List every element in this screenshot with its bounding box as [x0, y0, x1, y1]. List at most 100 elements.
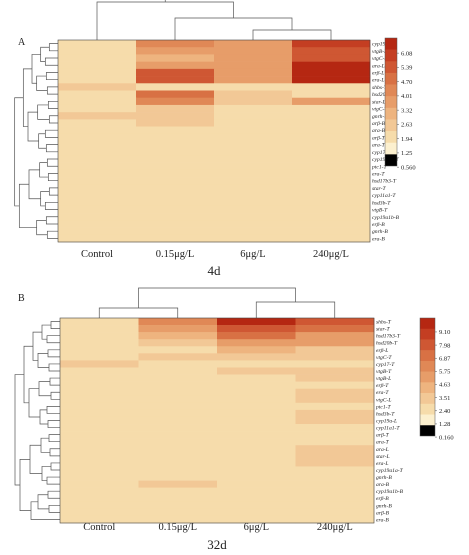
heatmap-cell — [217, 431, 296, 439]
heatmap-cell — [138, 459, 218, 467]
heatmap-cell — [214, 177, 293, 185]
heatmap-cell — [136, 177, 215, 185]
heatmap-cell — [136, 54, 215, 62]
heatmap-cell — [292, 47, 371, 55]
heatmap-cell — [58, 169, 137, 178]
dendrogram-link — [14, 97, 24, 207]
heatmap-cell — [136, 148, 215, 156]
heatmap-cell — [136, 213, 215, 221]
legend-tick-label: 3.51 — [439, 395, 450, 402]
heatmap-cell — [214, 184, 293, 192]
heatmap-cell — [292, 104, 371, 113]
row-label: vtgC-L — [372, 56, 388, 62]
dendrogram-link — [47, 420, 60, 428]
heatmap-cell — [292, 148, 371, 156]
panel-a-color-legend: 6.08 5.39 4.70 4.01 3.32 2.63 1.94 1.25 0.560 — [384, 37, 416, 171]
heatmap-cell — [217, 409, 296, 418]
heatmap-cell — [138, 353, 218, 361]
heatmap-cell — [136, 119, 215, 127]
heatmap-cell — [214, 104, 293, 113]
legend-swatch — [420, 382, 435, 394]
row-label: era-L — [372, 78, 384, 84]
heatmap-cell — [60, 360, 139, 368]
heatmap-cell — [136, 47, 215, 55]
heatmap-cell — [295, 431, 375, 439]
column-label: 240μg/L — [317, 522, 353, 533]
heatmap-cell — [217, 360, 296, 368]
legend-frame — [384, 37, 398, 167]
heatmap-cell — [295, 445, 375, 453]
heatmap-cell — [136, 234, 215, 243]
heatmap-cell — [295, 360, 375, 368]
heatmap-cell — [136, 184, 215, 192]
legend-tick-label: 4.63 — [439, 382, 450, 389]
heatmap-cell — [60, 332, 139, 340]
heatmap-cell — [217, 487, 296, 496]
row-label: cyp17-T — [372, 150, 391, 156]
dendrogram-link — [46, 476, 60, 485]
heatmap-cell — [217, 452, 296, 460]
row-label: vtgC-T — [376, 355, 392, 361]
heatmap-cell — [58, 220, 137, 228]
heatmap-cell — [295, 480, 375, 488]
heatmap-cell — [217, 339, 296, 347]
heatmap-cell — [60, 466, 139, 474]
row-label: vtgC-T — [372, 107, 388, 113]
row-label: ara-T — [376, 440, 390, 446]
heatmap-cell — [138, 466, 218, 474]
legend-tick-label: 2.40 — [439, 408, 450, 415]
heatmap-cell — [136, 61, 215, 70]
legend-tick-label: 6.08 — [401, 50, 412, 57]
heatmap-cell — [295, 459, 375, 467]
heatmap-cell — [217, 374, 296, 382]
heatmap-cell — [292, 162, 371, 171]
heatmap-cell — [58, 40, 137, 48]
heatmap-cell — [138, 515, 218, 524]
panel-b-frame — [59, 317, 375, 524]
heatmap-cell — [138, 402, 218, 411]
column-label: 0.15μg/L — [159, 522, 198, 533]
heatmap-cell — [60, 374, 139, 382]
heatmap-cell — [138, 346, 218, 354]
heatmap-cell — [295, 416, 375, 425]
heatmap-cell — [295, 424, 375, 432]
heatmap-cell — [58, 126, 137, 135]
legend-tick-label: 1.28 — [439, 421, 450, 428]
panel-b-column-dendrogram — [98, 287, 336, 318]
heatmap-cell — [214, 205, 293, 214]
dendrogram-link — [48, 363, 60, 372]
dendrogram-link — [45, 216, 58, 225]
row-label: hsd20b-T — [376, 341, 398, 347]
row-label: arβ-T — [372, 135, 386, 141]
heatmap-cell — [136, 205, 215, 214]
heatmap-cell — [295, 452, 375, 460]
panel-b-color-legend: 9.10 7.98 6.87 5.75 4.63 3.51 2.40 1.28 0.160 — [419, 317, 454, 441]
row-label: erβ-B — [372, 222, 385, 228]
dendrogram-link — [28, 388, 40, 418]
heatmap-cell — [138, 381, 218, 389]
heatmap-cell — [136, 133, 215, 142]
heatmap-cell — [136, 141, 215, 149]
heatmap-cell — [292, 90, 371, 99]
column-label: Control — [83, 522, 115, 533]
heatmap-cell — [58, 90, 137, 99]
heatmap-cell — [58, 112, 137, 120]
heatmap-cell — [138, 452, 218, 460]
row-label: shbs-T — [372, 85, 388, 91]
heatmap-cell — [58, 97, 137, 106]
dendrogram-link — [98, 307, 179, 318]
heatmap-cell — [214, 220, 293, 228]
legend-swatch — [420, 403, 435, 415]
heatmap-cell — [214, 133, 293, 142]
heatmap-cell — [60, 494, 139, 503]
heatmap-cell — [217, 346, 296, 354]
heatmap-cell — [138, 445, 218, 453]
panel-b: B shbs-Tstar-Thsd17b3-Thsd20b-Terβ-LvtgC… — [14, 287, 454, 552]
heatmap-cell — [214, 47, 293, 55]
row-label: era-T — [376, 390, 389, 396]
heatmap-cell — [138, 395, 218, 404]
legend-tick-label: 3.32 — [401, 107, 412, 114]
legend-swatch — [385, 61, 397, 74]
heatmap-cell — [138, 416, 218, 425]
